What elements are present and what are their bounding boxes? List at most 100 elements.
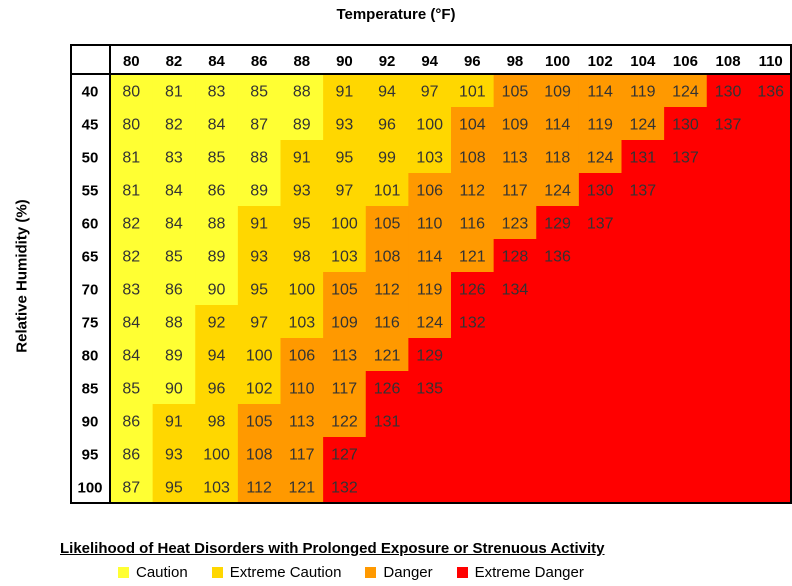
heat-cell-value: 134 [502, 282, 529, 299]
heat-cell [323, 173, 367, 207]
heat-cell [749, 107, 792, 141]
heat-cell-value: 99 [378, 150, 396, 167]
heat-cell [664, 74, 708, 108]
heat-cell-value: 103 [203, 480, 230, 497]
heat-cell-value: 105 [502, 84, 529, 101]
humidity-tick-label: 90 [82, 414, 99, 431]
heat-cell [365, 305, 409, 339]
heat-cell [237, 239, 281, 273]
heat-cell-value: 97 [421, 84, 439, 101]
heat-cell-value: 84 [165, 183, 183, 200]
heat-cell-value: 95 [336, 150, 354, 167]
heat-cell-value: 101 [374, 183, 401, 200]
heat-cell [493, 206, 537, 240]
heat-cell-value: 84 [208, 117, 226, 134]
heat-cell [749, 470, 792, 504]
heat-cell [365, 140, 409, 174]
heat-cell [323, 239, 367, 273]
heat-cell [536, 140, 580, 174]
heat-cell-value: 81 [122, 150, 140, 167]
heat-cell [706, 338, 750, 372]
heat-cell [664, 107, 708, 141]
heat-cell-value: 137 [629, 183, 656, 200]
heat-cell [280, 404, 324, 438]
heat-cell [749, 371, 792, 405]
heat-cell-value: 93 [293, 183, 311, 200]
heat-cell [706, 239, 750, 273]
heat-cell-value: 100 [416, 117, 443, 134]
heat-cell [621, 437, 665, 471]
heat-cell [706, 305, 750, 339]
heat-cell-value: 95 [250, 282, 268, 299]
heat-cell-value: 87 [250, 117, 268, 134]
heat-cell [323, 107, 367, 141]
heat-cell [749, 305, 792, 339]
heat-cell [578, 404, 622, 438]
heat-cell [110, 107, 154, 141]
heat-cell [493, 437, 537, 471]
heat-cell [110, 404, 154, 438]
heat-cell-value: 89 [208, 249, 226, 266]
heat-cell-value: 118 [545, 150, 571, 167]
heat-cell-value: 103 [331, 249, 358, 266]
temperature-tick-label: 108 [716, 53, 741, 70]
heat-cell-value: 88 [165, 315, 183, 332]
heat-cell [195, 338, 239, 372]
heat-cell [110, 272, 154, 306]
temperature-tick-label: 104 [630, 53, 656, 70]
heat-cell [110, 371, 154, 405]
heat-cell [365, 404, 409, 438]
heat-cell-value: 112 [246, 480, 272, 497]
heat-cell [451, 107, 495, 141]
heat-cell [536, 272, 580, 306]
heat-cell [493, 272, 537, 306]
heat-cell [664, 272, 708, 306]
heat-cell [280, 140, 324, 174]
heat-cell-value: 89 [165, 348, 183, 365]
heat-cell [152, 272, 196, 306]
heat-cell [451, 173, 495, 207]
heat-cell-value: 85 [122, 381, 140, 398]
heat-cell [749, 173, 792, 207]
heat-cell [664, 470, 708, 504]
heat-cell [578, 74, 622, 108]
heat-cell-value: 85 [250, 84, 268, 101]
heat-cell [152, 470, 196, 504]
heat-cell [493, 173, 537, 207]
heat-cell-value: 109 [331, 315, 358, 332]
heat-cell [323, 140, 367, 174]
heat-cell [408, 371, 452, 405]
heat-cell-value: 136 [544, 249, 571, 266]
x-axis-title: Temperature (°F) [336, 6, 456, 23]
heat-cell [578, 338, 622, 372]
heat-cell-value: 82 [122, 249, 140, 266]
heat-cell [749, 437, 792, 471]
heat-cell [237, 371, 281, 405]
heat-cell [493, 239, 537, 273]
heat-cell-value: 103 [416, 150, 443, 167]
heat-cell-value: 90 [208, 282, 226, 299]
heat-cell-value: 126 [459, 282, 486, 299]
legend-label: Danger [383, 564, 433, 581]
humidity-tick-label: 75 [82, 315, 99, 332]
heat-cell [408, 437, 452, 471]
temperature-tick-label: 98 [507, 53, 524, 70]
heat-cell [621, 305, 665, 339]
heat-cell-value: 124 [587, 150, 614, 167]
heat-cell [578, 206, 622, 240]
heat-cell-value: 117 [289, 447, 315, 464]
heat-cell [408, 173, 452, 207]
humidity-tick-label: 80 [82, 348, 99, 365]
heat-cell-value: 83 [208, 84, 226, 101]
heat-cell [664, 338, 708, 372]
legend-item: Caution [118, 564, 188, 581]
heat-cell-value: 93 [165, 447, 183, 464]
heat-cell [706, 371, 750, 405]
heat-cell-value: 112 [460, 183, 486, 200]
heat-cell-value: 100 [288, 282, 315, 299]
heat-cell [621, 74, 665, 108]
heat-cell [110, 305, 154, 339]
heat-cell [536, 239, 580, 273]
heat-cell [706, 107, 750, 141]
heat-cell-value: 97 [336, 183, 354, 200]
